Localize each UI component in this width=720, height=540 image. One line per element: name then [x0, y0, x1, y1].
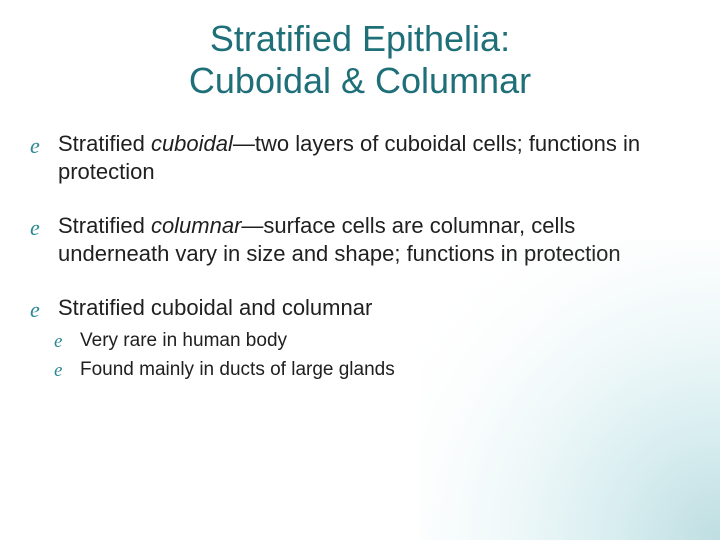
slide-body: e Stratified cuboidal—two layers of cubo…	[30, 130, 680, 386]
bullet-item: e Stratified cuboidal—two layers of cubo…	[30, 130, 680, 186]
swirl-bullet-icon: e	[54, 329, 62, 354]
bullet-text: Stratified cuboidal—two layers of cuboid…	[58, 131, 640, 184]
bullet-item: e Stratified columnar—surface cells are …	[30, 212, 680, 268]
swirl-bullet-icon: e	[30, 296, 40, 324]
swirl-bullet-icon: e	[30, 214, 40, 242]
bullet-item: e Stratified cuboidal and columnar	[30, 294, 680, 322]
swirl-bullet-icon: e	[54, 358, 62, 383]
sub-bullet-text: Very rare in human body	[80, 330, 287, 351]
sub-bullet-text: Found mainly in ducts of large glands	[80, 359, 395, 380]
bullet-text: Stratified columnar—surface cells are co…	[58, 213, 621, 266]
title-line-2: Cuboidal & Columnar	[189, 60, 531, 101]
swirl-bullet-icon: e	[30, 132, 40, 160]
bullet-text: Stratified cuboidal and columnar	[58, 295, 372, 320]
slide-title: Stratified Epithelia: Cuboidal & Columna…	[0, 18, 720, 102]
sub-bullet-item: e Very rare in human body	[30, 328, 680, 353]
sub-bullet-item: e Found mainly in ducts of large glands	[30, 357, 680, 382]
title-line-1: Stratified Epithelia:	[210, 18, 510, 59]
slide: Stratified Epithelia: Cuboidal & Columna…	[0, 0, 720, 540]
